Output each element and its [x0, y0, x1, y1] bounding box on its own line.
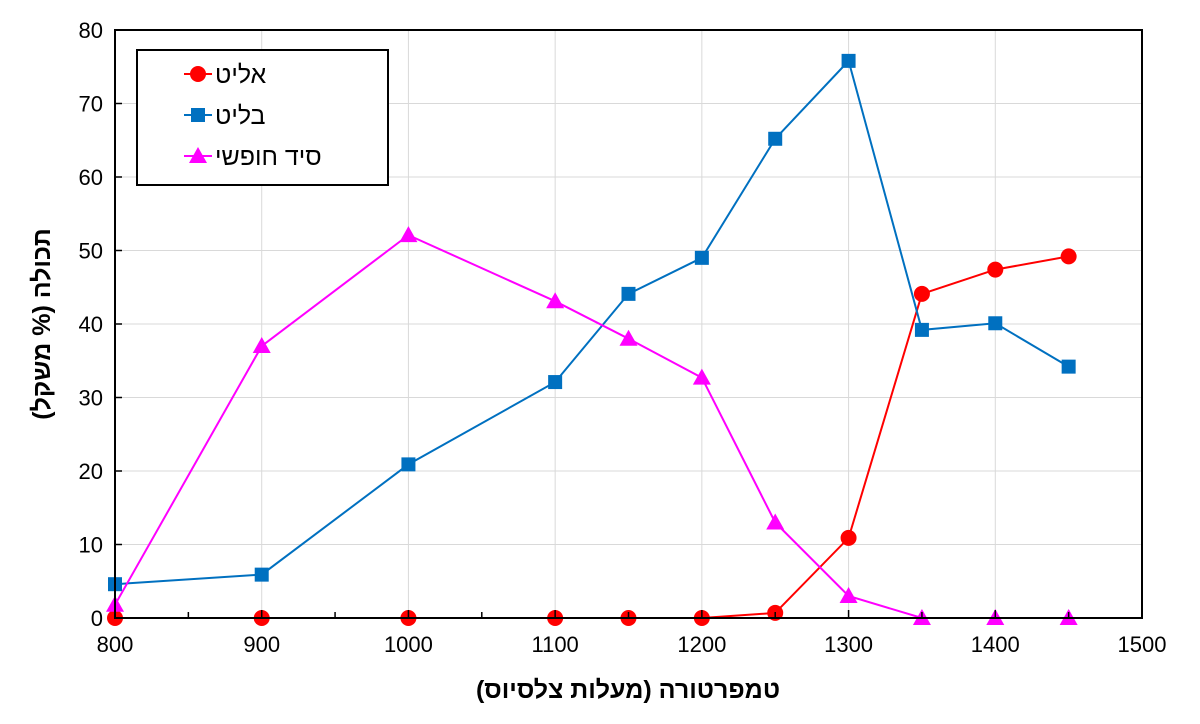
x-tick-label: 800 — [97, 632, 134, 657]
x-tick-label: 1000 — [384, 632, 433, 657]
legend-marker — [189, 147, 207, 163]
legend: אליט בליט סיד חופשי — [136, 49, 389, 186]
x-tick-label: 1300 — [824, 632, 873, 657]
data-point — [914, 322, 929, 337]
data-point — [766, 513, 785, 530]
data-point — [1060, 248, 1077, 265]
legend-label: סיד חופשי — [215, 143, 322, 171]
x-tick-label: 1200 — [677, 632, 726, 657]
axis-ticks: 800 900 1000 1100 1200 1300 1400 1500 0 10 20 30 40 5… — [79, 18, 1167, 657]
x-tick-label: 1500 — [1118, 632, 1167, 657]
legend-marker — [191, 108, 205, 122]
data-point — [252, 337, 271, 354]
x-tick-label: 900 — [243, 632, 280, 657]
data-point — [546, 292, 565, 309]
x-tick-label: 1100 — [531, 632, 578, 657]
data-point — [1061, 359, 1076, 374]
y-tick-label: 40 — [79, 312, 103, 337]
data-point — [692, 368, 711, 385]
data-point — [548, 375, 563, 390]
data-point — [399, 226, 418, 243]
series-square — [108, 53, 1076, 592]
y-tick-label: 0 — [91, 606, 103, 631]
legend-label: אליט — [215, 61, 267, 89]
x-axis-title: טמפרטורה (מעלות צלסיוס) — [476, 676, 780, 704]
y-tick-label: 70 — [79, 92, 103, 117]
data-point — [987, 261, 1004, 278]
y-tick-label: 60 — [79, 165, 103, 190]
data-point — [988, 316, 1003, 331]
legend-frame — [136, 49, 389, 186]
y-tick-label: 80 — [79, 18, 103, 43]
data-point — [839, 586, 858, 603]
data-point — [621, 286, 636, 301]
y-tick-label: 50 — [79, 239, 103, 264]
data-point — [913, 285, 930, 302]
y-tick-label: 10 — [79, 533, 103, 558]
series-circle — [107, 248, 1077, 626]
data-point — [254, 567, 269, 582]
data-point — [840, 529, 857, 546]
y-tick-label: 20 — [79, 459, 103, 484]
y-axis-title: תכולה (% משקל) — [28, 228, 56, 419]
data-point — [619, 329, 638, 346]
data-point — [768, 131, 783, 146]
data-point — [401, 457, 416, 472]
data-point — [841, 53, 856, 68]
y-tick-label: 30 — [79, 386, 103, 411]
x-tick-label: 1400 — [971, 632, 1020, 657]
data-point — [694, 250, 709, 265]
series-line — [115, 255, 1069, 619]
legend-items: אליט בליט סיד חופשי — [184, 61, 322, 171]
legend-label: בליט — [215, 102, 266, 130]
series-triangle — [106, 226, 1078, 625]
legend-marker — [190, 66, 206, 82]
